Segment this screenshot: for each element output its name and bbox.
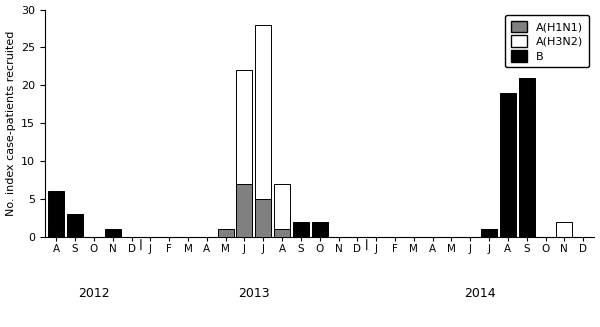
Bar bbox=[218, 229, 233, 237]
Text: 2014: 2014 bbox=[464, 287, 496, 300]
Bar bbox=[312, 229, 328, 237]
Bar bbox=[48, 229, 64, 237]
Bar bbox=[556, 222, 572, 237]
Bar bbox=[519, 78, 535, 237]
Bar bbox=[255, 25, 271, 237]
Bar bbox=[500, 93, 516, 237]
Y-axis label: No. index case-patients recruited: No. index case-patients recruited bbox=[5, 30, 16, 216]
Bar bbox=[236, 70, 253, 237]
Bar bbox=[293, 222, 309, 237]
Bar bbox=[274, 184, 290, 237]
Text: 2013: 2013 bbox=[238, 287, 269, 300]
Bar bbox=[105, 229, 121, 237]
Text: 2012: 2012 bbox=[78, 287, 110, 300]
Bar bbox=[481, 229, 497, 237]
Legend: A(H1N1), A(H3N2), B: A(H1N1), A(H3N2), B bbox=[505, 15, 589, 67]
Bar bbox=[48, 191, 64, 237]
Bar bbox=[236, 184, 253, 237]
Bar bbox=[67, 214, 83, 237]
Bar bbox=[274, 229, 290, 237]
Bar bbox=[293, 229, 309, 237]
Bar bbox=[255, 199, 271, 237]
Bar bbox=[312, 222, 328, 237]
Bar bbox=[519, 100, 535, 237]
Bar bbox=[481, 229, 497, 237]
Bar bbox=[500, 123, 516, 237]
